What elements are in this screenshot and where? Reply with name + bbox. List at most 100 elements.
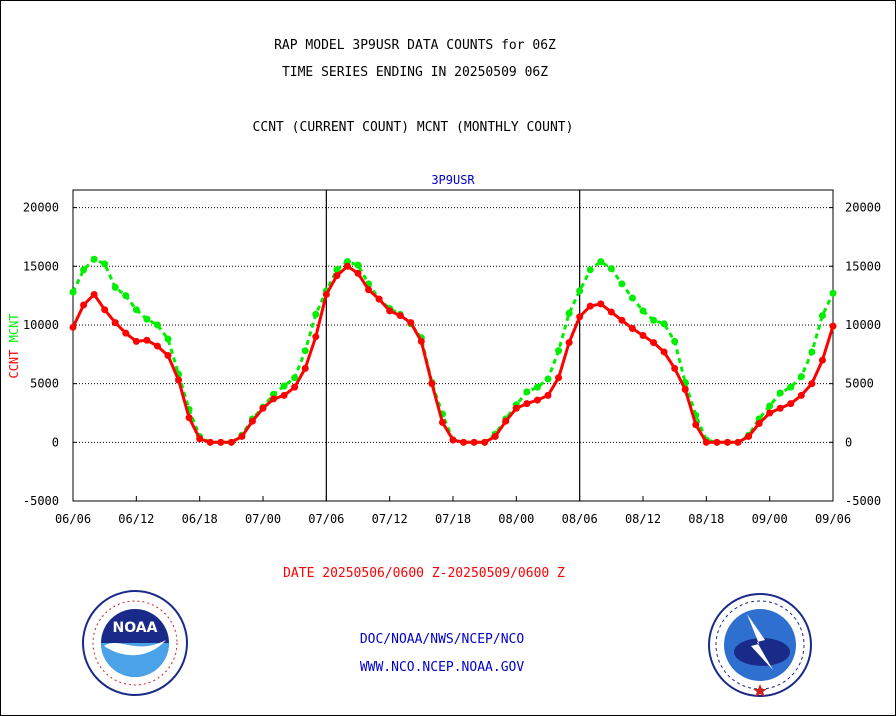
data-point-mcnt [90, 255, 98, 263]
data-point-ccnt [80, 301, 88, 309]
data-point-ccnt [164, 351, 172, 359]
data-point-mcnt [69, 288, 77, 296]
data-point-mcnt [618, 280, 626, 288]
data-point-ccnt [217, 438, 225, 446]
data-point-ccnt [512, 404, 520, 412]
data-point-ccnt [650, 339, 658, 347]
data-point-ccnt [312, 333, 320, 341]
data-point-ccnt [692, 421, 700, 429]
data-point-mcnt [164, 335, 172, 343]
data-point-ccnt [248, 417, 256, 425]
x-tick-label: 07/06 [308, 512, 344, 526]
y-tick-label-left: 20000 [23, 201, 59, 215]
data-point-mcnt [808, 348, 816, 356]
x-tick-label: 06/18 [182, 512, 218, 526]
chart-title-line-2: TIME SERIES ENDING IN 20250509 06Z [281, 65, 549, 80]
data-point-mcnt [776, 389, 784, 397]
footer-website: WWW.NCO.NCEP.NOAA.GOV [359, 660, 525, 675]
data-point-ccnt [407, 319, 415, 327]
data-point-ccnt [428, 380, 436, 388]
data-point-ccnt [185, 414, 193, 422]
data-point-mcnt [660, 320, 668, 328]
data-point-mcnt [291, 374, 299, 382]
data-point-mcnt [544, 375, 552, 383]
data-point-ccnt [153, 342, 161, 350]
data-point-ccnt [713, 438, 721, 446]
data-point-ccnt [671, 364, 679, 372]
data-point-ccnt [639, 332, 647, 340]
x-tick-label: 06/06 [55, 512, 91, 526]
y-tick-label-left: -5000 [23, 494, 59, 508]
data-point-mcnt [354, 261, 362, 269]
data-point-ccnt [122, 329, 130, 337]
data-point-ccnt [354, 269, 362, 277]
data-point-ccnt [660, 348, 668, 356]
data-point-mcnt [143, 315, 151, 323]
x-tick-label: 07/00 [245, 512, 281, 526]
chart-title-line-3: CCNT (CURRENT COUNT) MCNT (MONTHLY COUNT… [252, 120, 574, 135]
x-tick-label: 08/06 [562, 512, 598, 526]
data-point-mcnt [523, 388, 531, 396]
x-tick-label: 08/18 [688, 512, 724, 526]
noaa-logo: NOAA [82, 590, 188, 696]
data-point-ccnt [69, 323, 77, 331]
data-point-ccnt [787, 400, 795, 408]
data-point-ccnt [776, 404, 784, 412]
data-point-ccnt [375, 295, 383, 303]
data-point-ccnt [396, 312, 404, 320]
y-tick-label-left: 10000 [23, 318, 59, 332]
y-tick-label-right: 0 [845, 435, 852, 449]
x-tick-label: 06/12 [118, 512, 154, 526]
data-point-mcnt [650, 316, 658, 324]
y-tick-label-right: 5000 [845, 377, 874, 391]
y-tick-label-right: 10000 [845, 318, 881, 332]
data-point-ccnt [111, 319, 119, 327]
data-point-mcnt [671, 337, 679, 345]
x-tick-label: 07/12 [372, 512, 408, 526]
data-point-ccnt [544, 391, 552, 399]
data-point-ccnt [723, 438, 731, 446]
data-point-mcnt [586, 266, 594, 274]
x-tick-label: 08/00 [498, 512, 534, 526]
data-point-ccnt [449, 436, 457, 444]
data-point-ccnt [470, 438, 478, 446]
data-point-mcnt [132, 306, 140, 314]
data-point-ccnt [576, 313, 584, 321]
plot-area-frame [72, 189, 834, 502]
data-point-ccnt [227, 438, 235, 446]
footer-org-path: DOC/NOAA/NWS/NCEP/NCO [359, 632, 525, 647]
data-point-mcnt [565, 309, 573, 317]
data-point-ccnt [343, 262, 351, 270]
data-point-ccnt [808, 380, 816, 388]
x-tick-label: 07/18 [435, 512, 471, 526]
data-point-mcnt [101, 260, 109, 268]
data-point-ccnt [322, 290, 330, 298]
data-point-mcnt [797, 373, 805, 381]
data-point-ccnt [460, 438, 468, 446]
data-point-ccnt [818, 356, 826, 364]
y-tick-label-left: 5000 [30, 377, 59, 391]
data-point-ccnt [481, 438, 489, 446]
chart-title-line-1: RAP MODEL 3P9USR DATA COUNTS for 06Z [274, 38, 556, 53]
data-point-ccnt [628, 324, 636, 332]
data-point-ccnt [386, 307, 394, 315]
data-point-ccnt [618, 316, 626, 324]
y-tick-label-left: 15000 [23, 259, 59, 273]
data-point-ccnt [491, 432, 499, 440]
data-point-mcnt [533, 383, 541, 391]
data-point-ccnt [829, 322, 837, 330]
data-point-ccnt [365, 286, 373, 294]
data-point-mcnt [122, 292, 130, 300]
data-point-mcnt [576, 287, 584, 295]
data-point-ccnt [607, 308, 615, 316]
national-weather-service-logo [708, 593, 812, 697]
data-point-mcnt [607, 265, 615, 273]
data-point-mcnt [818, 312, 826, 320]
data-point-ccnt [143, 336, 151, 344]
y-tick-label-right: -5000 [845, 494, 881, 508]
data-point-ccnt [702, 438, 710, 446]
data-point-mcnt [80, 266, 88, 274]
data-point-mcnt [639, 307, 647, 315]
data-point-ccnt [280, 391, 288, 399]
data-point-ccnt [333, 272, 341, 280]
